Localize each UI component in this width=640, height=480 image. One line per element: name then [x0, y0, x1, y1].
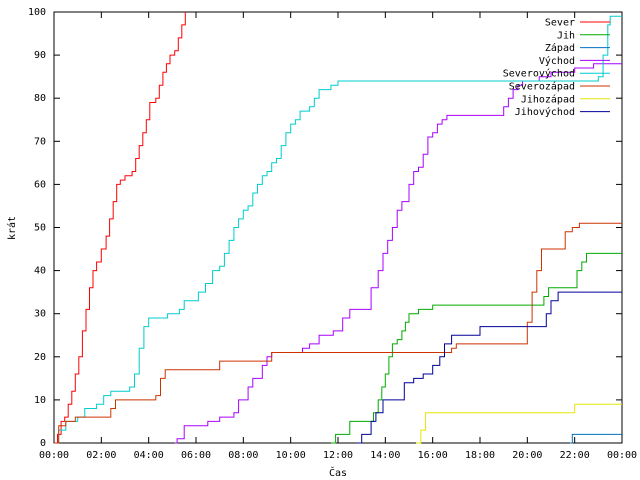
series-line-Jihovýchod	[356, 291, 622, 444]
x-tick-label: 18:00	[465, 450, 495, 461]
legend-label: Severovýchod	[503, 68, 575, 80]
y-tick-label: 40	[34, 266, 46, 277]
x-tick-label: 06:00	[181, 450, 211, 461]
y-tick-label: 20	[34, 352, 46, 363]
y-axis-label: krát	[6, 216, 18, 240]
x-tick-label: 22:00	[560, 450, 590, 461]
y-tick-label: 70	[34, 136, 46, 147]
y-tick-label: 10	[34, 395, 46, 406]
legend-label: Jihovýchod	[515, 106, 575, 118]
y-tick-label: 0	[40, 438, 46, 449]
y-tick-label: 80	[34, 93, 46, 104]
legend: SeverJihZápadVýchodSeverovýchodSeverozáp…	[503, 18, 610, 118]
x-tick-label: 20:00	[512, 450, 542, 461]
y-tick-label: 30	[34, 309, 46, 320]
y-tick-label: 50	[34, 223, 46, 234]
axis-ticks: 0 10 20 30 40 50 60 70 80 90 100 00:00 02:00 04:00 06:…	[28, 7, 637, 461]
legend-label: Jih	[557, 30, 575, 41]
x-axis-label: Čas	[329, 466, 347, 479]
legend-label: Jihozápad	[521, 93, 575, 105]
x-tick-label: 00:00	[39, 450, 69, 461]
legend-label: Sever	[545, 18, 575, 29]
x-tick-label: 14:00	[370, 450, 400, 461]
y-tick-label: 60	[34, 179, 46, 190]
y-tick-label: 90	[34, 50, 46, 61]
x-tick-label: 04:00	[134, 450, 164, 461]
x-tick-label: 00:00	[607, 450, 637, 461]
legend-label: Západ	[545, 42, 575, 54]
x-tick-label: 16:00	[418, 450, 448, 461]
series-line-Sever	[54, 12, 186, 444]
x-tick-label: 02:00	[86, 450, 116, 461]
x-tick-label: 08:00	[228, 450, 258, 461]
series-line-Západ	[569, 433, 622, 444]
legend-label: Severozápad	[509, 81, 575, 93]
series-line-Východ	[174, 63, 622, 444]
series-line-Severovýchod	[54, 15, 622, 444]
legend-label: Východ	[539, 55, 575, 67]
x-tick-label: 12:00	[323, 450, 353, 461]
series-lines	[54, 12, 622, 444]
y-tick-label: 100	[28, 7, 46, 18]
series-line-Jihozápad	[416, 403, 622, 444]
series-line-Jih	[330, 252, 622, 444]
series-line-Severozápad	[54, 222, 622, 444]
x-tick-label: 10:00	[276, 450, 306, 461]
